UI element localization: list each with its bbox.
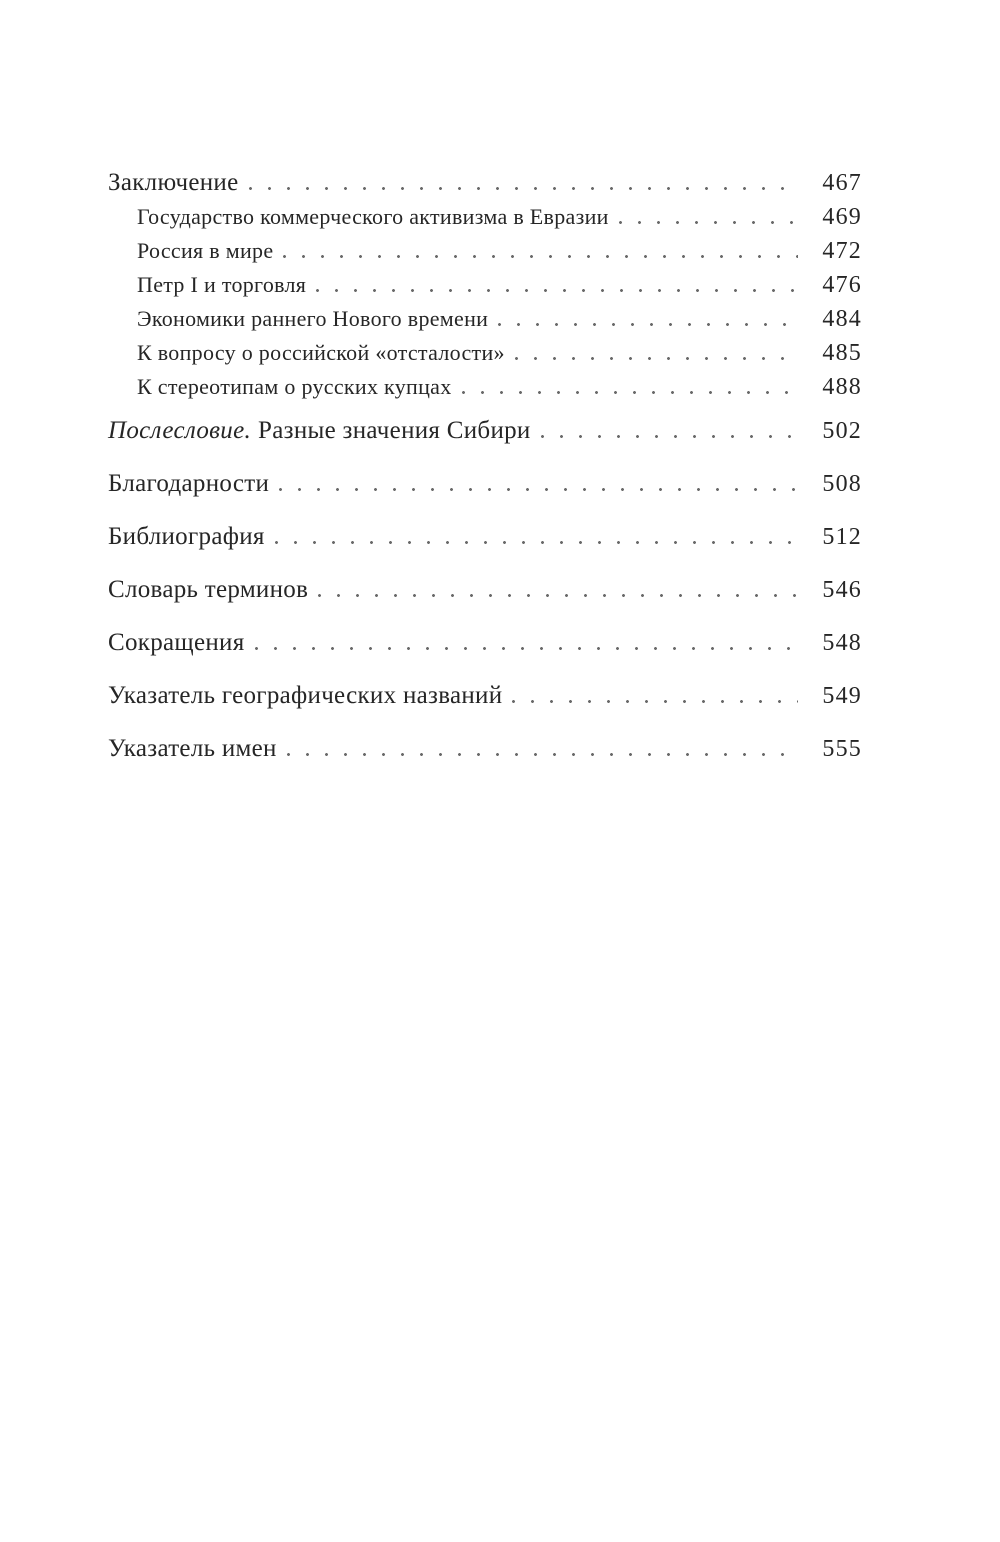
toc-subentry-ekonomiki: Экономики раннего Нового времени 484 <box>108 302 862 336</box>
toc-entry-sokrashcheniia: Сокращения 548 <box>108 626 862 660</box>
toc-entry-page: 484 <box>822 306 862 332</box>
toc-entry-page: 555 <box>822 736 862 762</box>
toc-entry-label: Словарь терминов <box>108 576 309 603</box>
toc-entry-bibliografiia: Библиография 512 <box>108 520 862 554</box>
toc-subentry-petr-i-torgovlia: Петр I и торговля 476 <box>108 268 862 302</box>
toc-entry-label: Заключение <box>108 169 239 196</box>
toc-entry-page: 502 <box>822 418 862 444</box>
dot-leader <box>286 751 798 756</box>
dot-leader <box>514 355 798 360</box>
dot-leader <box>279 486 798 491</box>
dot-leader <box>254 645 798 650</box>
toc-entry-label: Петр I и торговля <box>137 272 307 297</box>
dot-leader <box>540 433 798 438</box>
toc-entry-label: Экономики раннего Нового времени <box>137 306 489 331</box>
dot-leader <box>498 321 798 326</box>
dot-leader <box>512 698 798 703</box>
toc-entry-label: Указатель имен <box>108 735 277 762</box>
toc-entry-ukazatel-imen: Указатель имен 555 <box>108 732 862 766</box>
toc-entry-page: 508 <box>822 471 862 497</box>
toc-entry-label: Сокращения <box>108 629 245 656</box>
toc-entry-label: Разные значения Сибири <box>258 417 531 444</box>
dot-leader <box>618 219 798 224</box>
toc-entry-label: К вопросу о российской «отсталости» <box>137 340 505 365</box>
table-of-contents: Заключение 467 Государство коммерческого… <box>108 166 862 766</box>
toc-subentry-k-stereotipam: К стереотипам о русских купцах 488 <box>108 370 862 404</box>
dot-leader <box>316 287 798 292</box>
toc-entry-page: 467 <box>822 170 862 196</box>
dot-leader <box>274 539 798 544</box>
toc-entry-page: 488 <box>822 374 862 400</box>
dot-leader <box>318 592 798 597</box>
toc-entry-ukazatel-geograficheskikh: Указатель географических названий 549 <box>108 679 862 713</box>
toc-entry-page: 476 <box>822 272 862 298</box>
toc-entry-slovar-terminov: Словарь терминов 546 <box>108 573 862 607</box>
toc-entry-label: Россия в мире <box>137 238 274 263</box>
toc-entry-label: Библиография <box>108 523 265 550</box>
toc-entry-label: К стереотипам о русских купцах <box>137 374 452 399</box>
toc-entry-page: 485 <box>822 340 862 366</box>
toc-entry-blagodarnosti: Благодарности 508 <box>108 467 862 501</box>
dot-leader <box>461 389 798 394</box>
toc-entry-label: Государство коммерческого активизма в Ев… <box>137 204 609 229</box>
dot-leader <box>248 185 798 190</box>
toc-entry-page: 512 <box>822 524 862 550</box>
toc-entry-label-italic: Послесловие. <box>108 417 252 444</box>
toc-entry-page: 548 <box>822 630 862 656</box>
toc-entry-zakliuchenie: Заключение 467 <box>108 166 862 200</box>
toc-entry-page: 469 <box>822 204 862 230</box>
toc-entry-page: 549 <box>822 683 862 709</box>
toc-entry-label: Благодарности <box>108 470 270 497</box>
toc-subentry-k-voprosu: К вопросу о российской «отсталости» 485 <box>108 336 862 370</box>
toc-subentry-rossiia-v-mire: Россия в мире 472 <box>108 234 862 268</box>
toc-entry-label: Указатель географических названий <box>108 682 503 709</box>
toc-subentry-gosudarstvo: Государство коммерческого активизма в Ев… <box>108 200 862 234</box>
toc-entry-page: 472 <box>822 238 862 264</box>
toc-entry-posleslovie: Послесловие. Разные значения Сибири 502 <box>108 414 862 448</box>
toc-entry-page: 546 <box>822 577 862 603</box>
dot-leader <box>283 253 798 258</box>
